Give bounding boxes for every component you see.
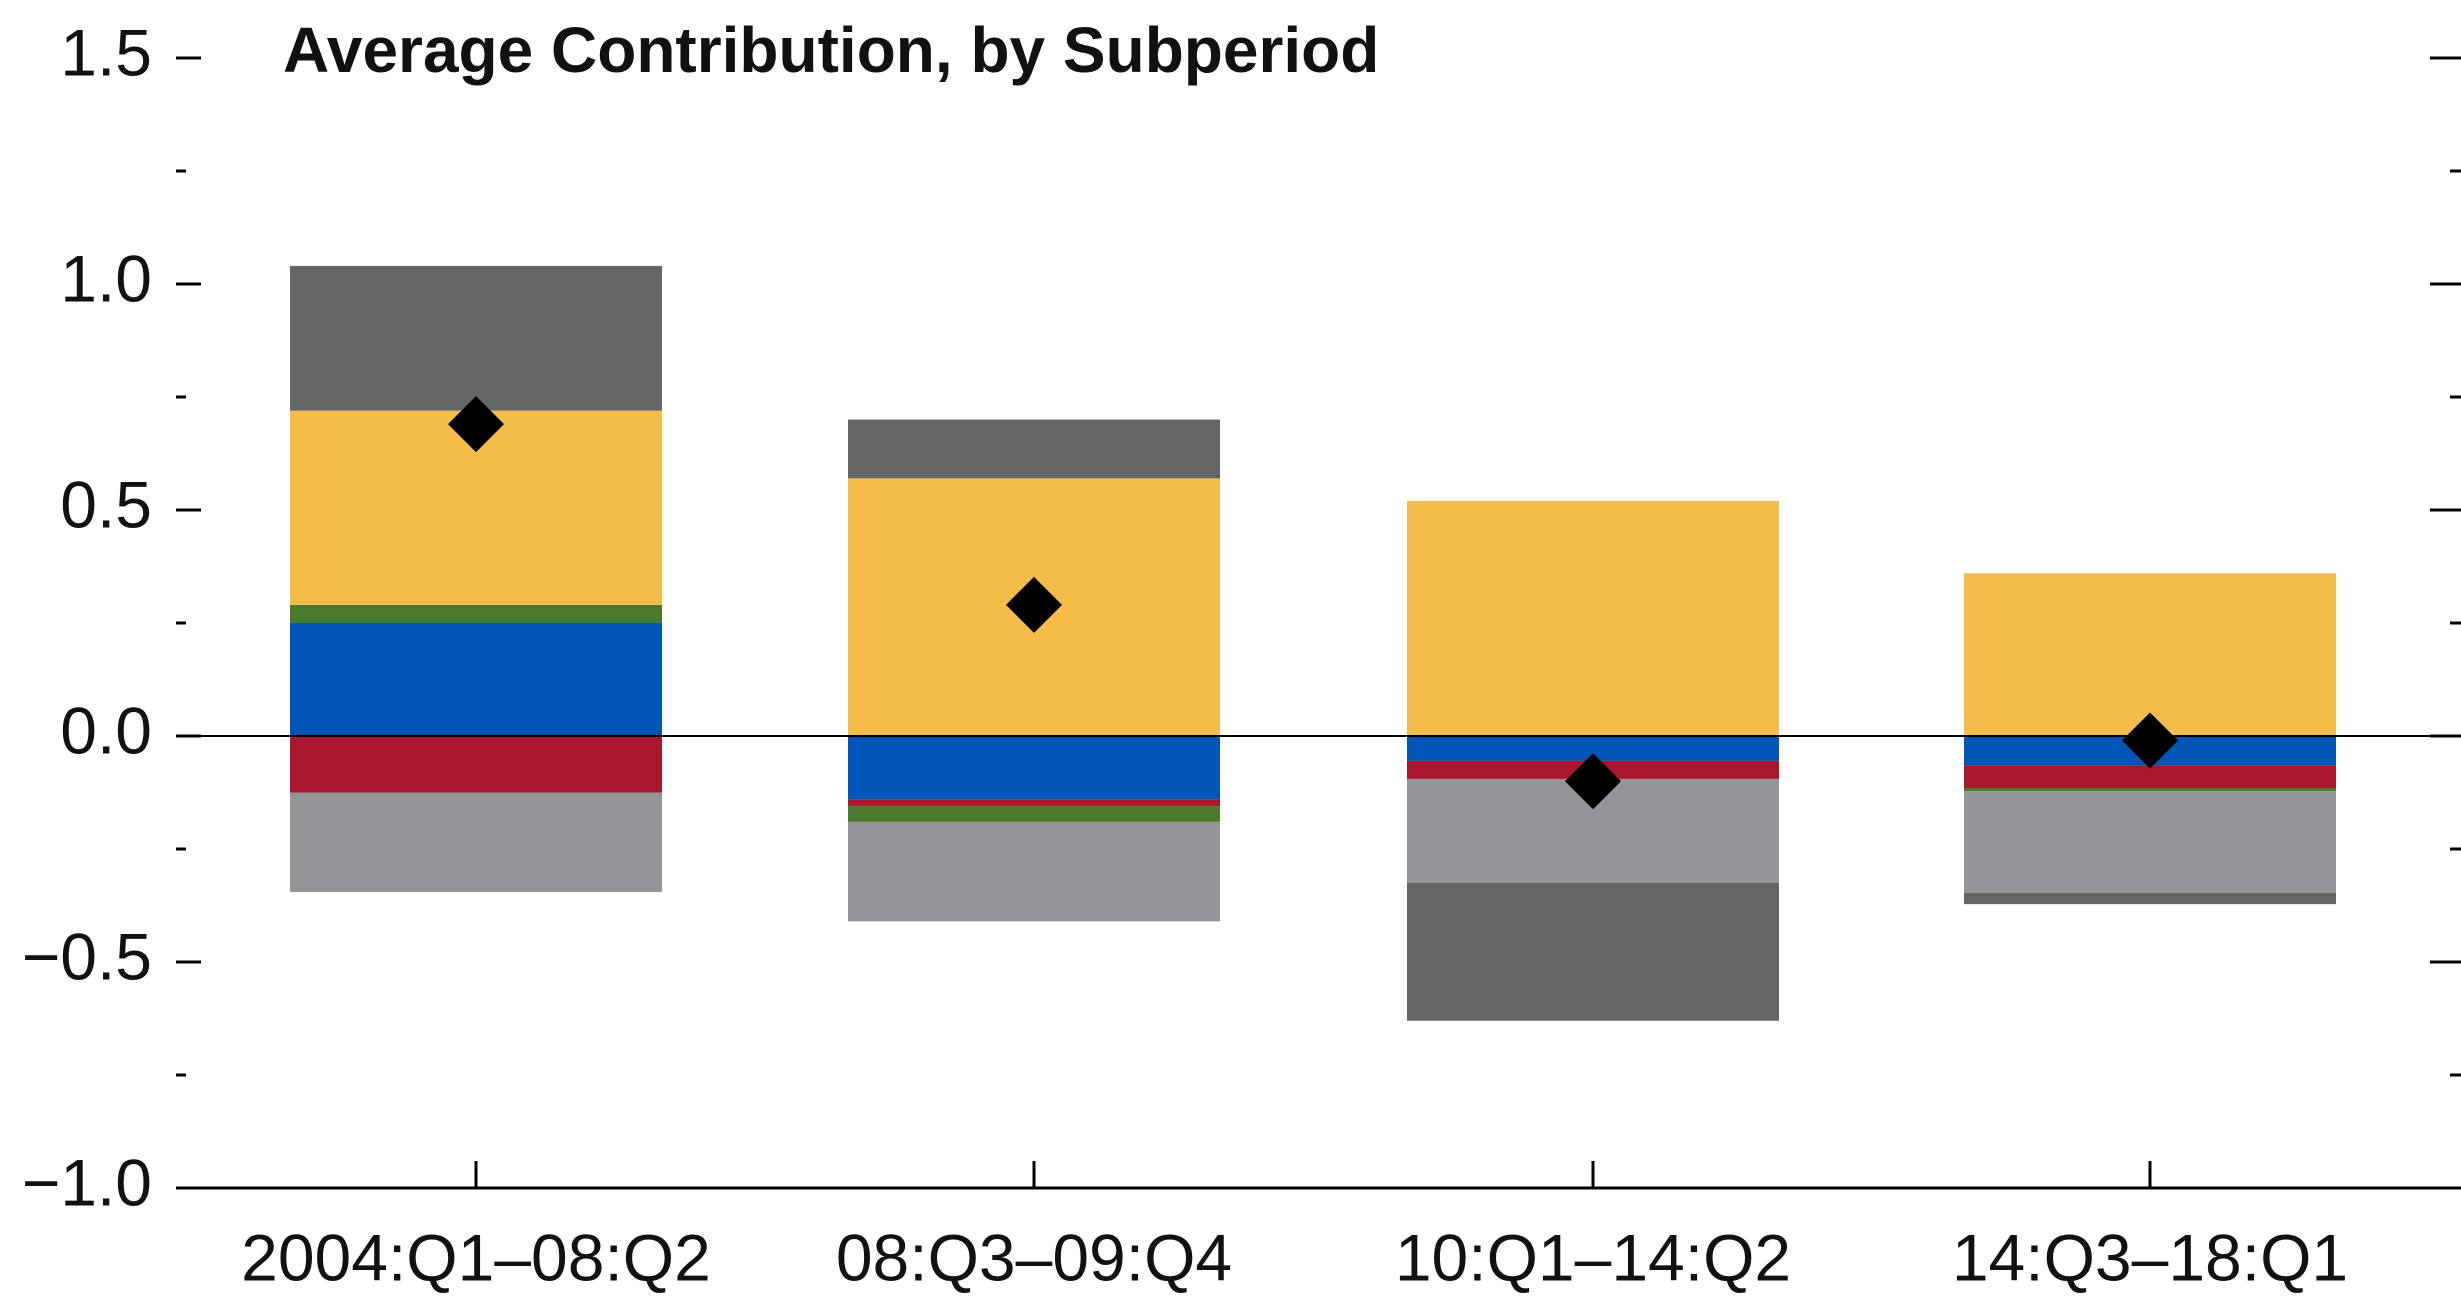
bar-segment — [1407, 500, 1779, 736]
bar-segment — [848, 821, 1220, 922]
bar-segment — [290, 736, 662, 793]
bar-segment — [848, 736, 1220, 800]
bar-segment — [1964, 787, 2336, 792]
net-marker — [1006, 576, 1062, 633]
bar-segment — [290, 604, 662, 623]
chart-title: Average Contribution, by Subperiod — [283, 14, 1379, 86]
x-tick-label: 2004:Q1–08:Q2 — [241, 1220, 711, 1294]
bar-segment — [848, 799, 1220, 807]
y-tick-label: 0.0 — [60, 693, 152, 767]
bar-segment — [1964, 573, 2336, 736]
x-tick-label: 14:Q3–18:Q1 — [1952, 1220, 2348, 1294]
bar-segment — [848, 419, 1220, 479]
net-marker — [1565, 753, 1621, 810]
y-tick-label: −1.0 — [22, 1145, 152, 1219]
bar-segment — [1964, 791, 2336, 893]
bar-segment — [848, 806, 1220, 822]
bar-segment — [290, 623, 662, 736]
y-tick-label: 1.0 — [60, 241, 152, 315]
y-tick-label: −0.5 — [22, 919, 152, 993]
net-marker — [448, 396, 504, 453]
bar-segment — [1964, 765, 2336, 788]
net-marker — [2122, 712, 2178, 769]
x-tick-label: 08:Q3–09:Q4 — [836, 1220, 1232, 1294]
x-tick-label: 10:Q1–14:Q2 — [1395, 1220, 1791, 1294]
y-tick-label: 0.5 — [60, 467, 152, 541]
bar-segment — [1964, 892, 2336, 905]
y-tick-label: 1.5 — [60, 15, 152, 89]
bar-segment — [290, 792, 662, 892]
bar-segment — [1407, 882, 1779, 1021]
bar-segment — [290, 265, 662, 411]
